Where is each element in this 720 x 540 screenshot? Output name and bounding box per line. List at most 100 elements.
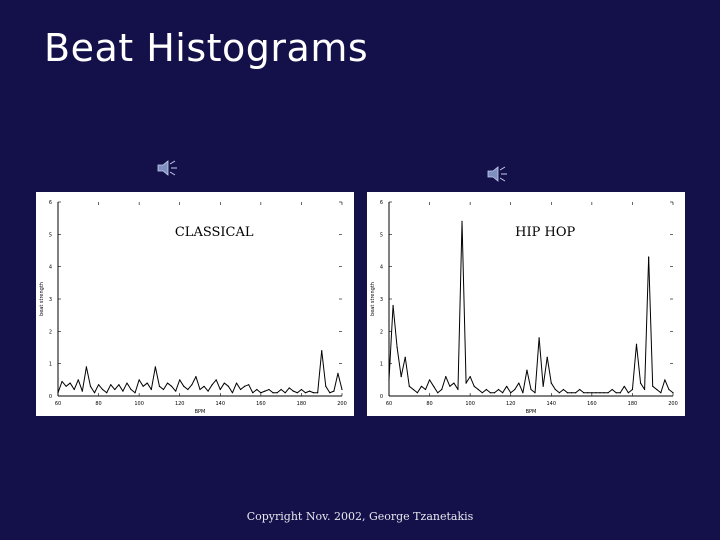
series-segment — [413, 389, 418, 394]
data-point — [648, 256, 650, 258]
data-point — [89, 385, 92, 387]
series-segment — [400, 357, 406, 377]
x-tick-label: 180 — [628, 401, 638, 407]
series-segment — [429, 379, 435, 387]
series-segment — [433, 386, 439, 394]
series-segment — [408, 385, 414, 390]
data-point — [485, 388, 487, 391]
series-segment — [240, 385, 245, 390]
y-tick-label: 1 — [49, 362, 52, 368]
data-point — [256, 388, 258, 391]
data-point — [656, 388, 658, 391]
series-segment — [522, 370, 528, 393]
series-segment — [321, 350, 327, 387]
data-point — [329, 392, 331, 394]
data-point — [631, 388, 634, 391]
series-segment — [191, 376, 197, 385]
series-segment — [329, 390, 335, 394]
series-segment — [514, 382, 520, 390]
series-segment — [644, 256, 650, 390]
data-point — [179, 379, 181, 381]
data-point — [146, 382, 148, 384]
series-segment — [441, 376, 447, 390]
data-point — [562, 388, 565, 391]
series-segment — [61, 381, 67, 387]
series-segment — [199, 385, 205, 390]
speaker-icon[interactable] — [486, 163, 508, 185]
series-segment — [134, 379, 140, 393]
chart-hiphop-svg: 0 1 2 3 4 5 6 60 80 100 120 140 160 180 200 BPM beat str… — [370, 200, 678, 415]
series-segment — [473, 385, 479, 390]
data-point — [106, 392, 108, 394]
data-point — [199, 388, 201, 391]
data-point — [73, 388, 75, 391]
x-tick-label: 80 — [95, 401, 101, 407]
data-point — [239, 388, 242, 391]
data-point — [219, 388, 221, 391]
data-point — [493, 392, 496, 394]
data-point — [321, 350, 323, 352]
x-tick-label: 200 — [337, 401, 347, 407]
data-point — [477, 388, 479, 391]
data-point — [497, 388, 500, 391]
data-point — [627, 392, 629, 394]
series-segment — [276, 389, 282, 394]
series-segment — [664, 379, 670, 390]
data-point — [526, 369, 528, 371]
data-point — [518, 382, 520, 384]
x-tick-label: 80 — [426, 401, 432, 407]
series-segment — [163, 382, 168, 390]
chart-classical: 0 1 2 3 4 5 6 60 80 100 120 140 160 180 200 BPM beat str… — [36, 192, 354, 416]
series-segment — [534, 337, 540, 393]
data-point — [134, 392, 136, 394]
data-point — [668, 388, 670, 391]
series-segment — [457, 221, 463, 390]
series-segment — [305, 390, 310, 394]
series-segment — [236, 382, 241, 390]
data-point — [183, 385, 185, 387]
data-point — [428, 379, 431, 381]
series-segment — [207, 384, 213, 392]
series-segment — [486, 389, 491, 394]
x-tick-label: 140 — [216, 401, 226, 407]
data-point — [672, 392, 674, 394]
data-point — [570, 392, 573, 394]
data-point — [595, 392, 597, 394]
data-point — [341, 388, 343, 391]
series-segment — [660, 379, 666, 393]
series-segment — [510, 389, 516, 394]
series-segment — [652, 385, 658, 390]
series-segment — [611, 389, 617, 394]
data-point — [591, 392, 593, 394]
series-segment — [175, 379, 181, 392]
series-segment — [288, 387, 294, 392]
data-point — [276, 392, 278, 394]
x-tick-label: 120 — [175, 401, 185, 407]
data-point — [558, 392, 560, 394]
series-segment — [421, 385, 426, 390]
x-axis-label: BPM — [195, 409, 206, 415]
data-point — [69, 382, 71, 384]
series-segment — [469, 376, 475, 387]
y-tick-label: 5 — [49, 232, 52, 238]
series-segment — [146, 382, 152, 390]
data-point — [542, 385, 544, 387]
data-point — [296, 392, 298, 394]
data-point — [171, 385, 173, 387]
y-tick-label: 5 — [380, 232, 383, 238]
data-point — [644, 388, 646, 391]
x-tick-label: 120 — [506, 401, 516, 407]
data-point — [473, 385, 475, 387]
speaker-icon[interactable] — [156, 157, 178, 179]
data-point — [510, 392, 512, 394]
data-point — [534, 392, 536, 394]
series-segment — [559, 389, 564, 394]
series-segment — [575, 389, 580, 394]
data-point — [522, 392, 524, 394]
data-point — [502, 392, 504, 394]
series-segment — [550, 382, 556, 390]
data-point — [118, 384, 120, 386]
series-segment — [506, 386, 512, 394]
data-point — [333, 390, 335, 392]
y-tick-label: 2 — [49, 329, 52, 335]
